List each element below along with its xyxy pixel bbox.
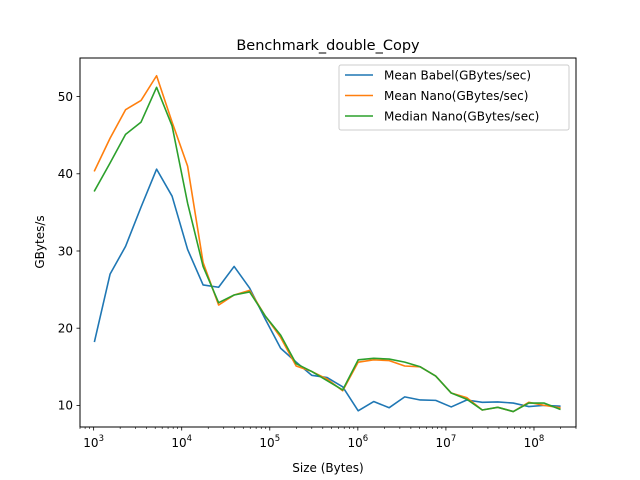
legend-label: Median Nano(GBytes/sec): [384, 109, 539, 123]
legend: Mean Babel(GBytes/sec) Mean Nano(GBytes/s…: [338, 64, 570, 131]
legend-label: Mean Babel(GBytes/sec): [384, 68, 531, 82]
y-tick-label: 20: [58, 321, 73, 335]
x-tick-label: 103: [83, 434, 104, 450]
y-tick-label: 50: [58, 90, 73, 104]
series-line-3: [93, 86, 561, 413]
legend-frame: [338, 64, 570, 131]
plot-frame: [79, 57, 577, 428]
y-axis-label: GBytes/s: [33, 215, 47, 268]
x-axis-ticks: 103 104 105 106 107 108: [79, 427, 577, 450]
series-layer: [93, 74, 561, 413]
x-tick-label: 107: [436, 434, 457, 450]
legend-label: Mean Nano(GBytes/sec): [384, 89, 528, 103]
x-tick-label: 105: [259, 434, 280, 450]
y-axis-ticks: 10 20 30 40 50: [58, 90, 80, 413]
x-tick-label: 104: [171, 434, 192, 450]
y-tick-label: 40: [58, 167, 73, 181]
chart-title: Benchmark_double_Copy: [236, 38, 420, 54]
x-tick-label: 106: [347, 434, 368, 450]
series-line-1: [93, 168, 561, 412]
x-axis-label: Size (Bytes): [292, 461, 363, 475]
y-tick-label: 30: [58, 244, 73, 258]
y-tick-label: 10: [58, 399, 73, 413]
x-tick-label: 108: [524, 434, 545, 450]
